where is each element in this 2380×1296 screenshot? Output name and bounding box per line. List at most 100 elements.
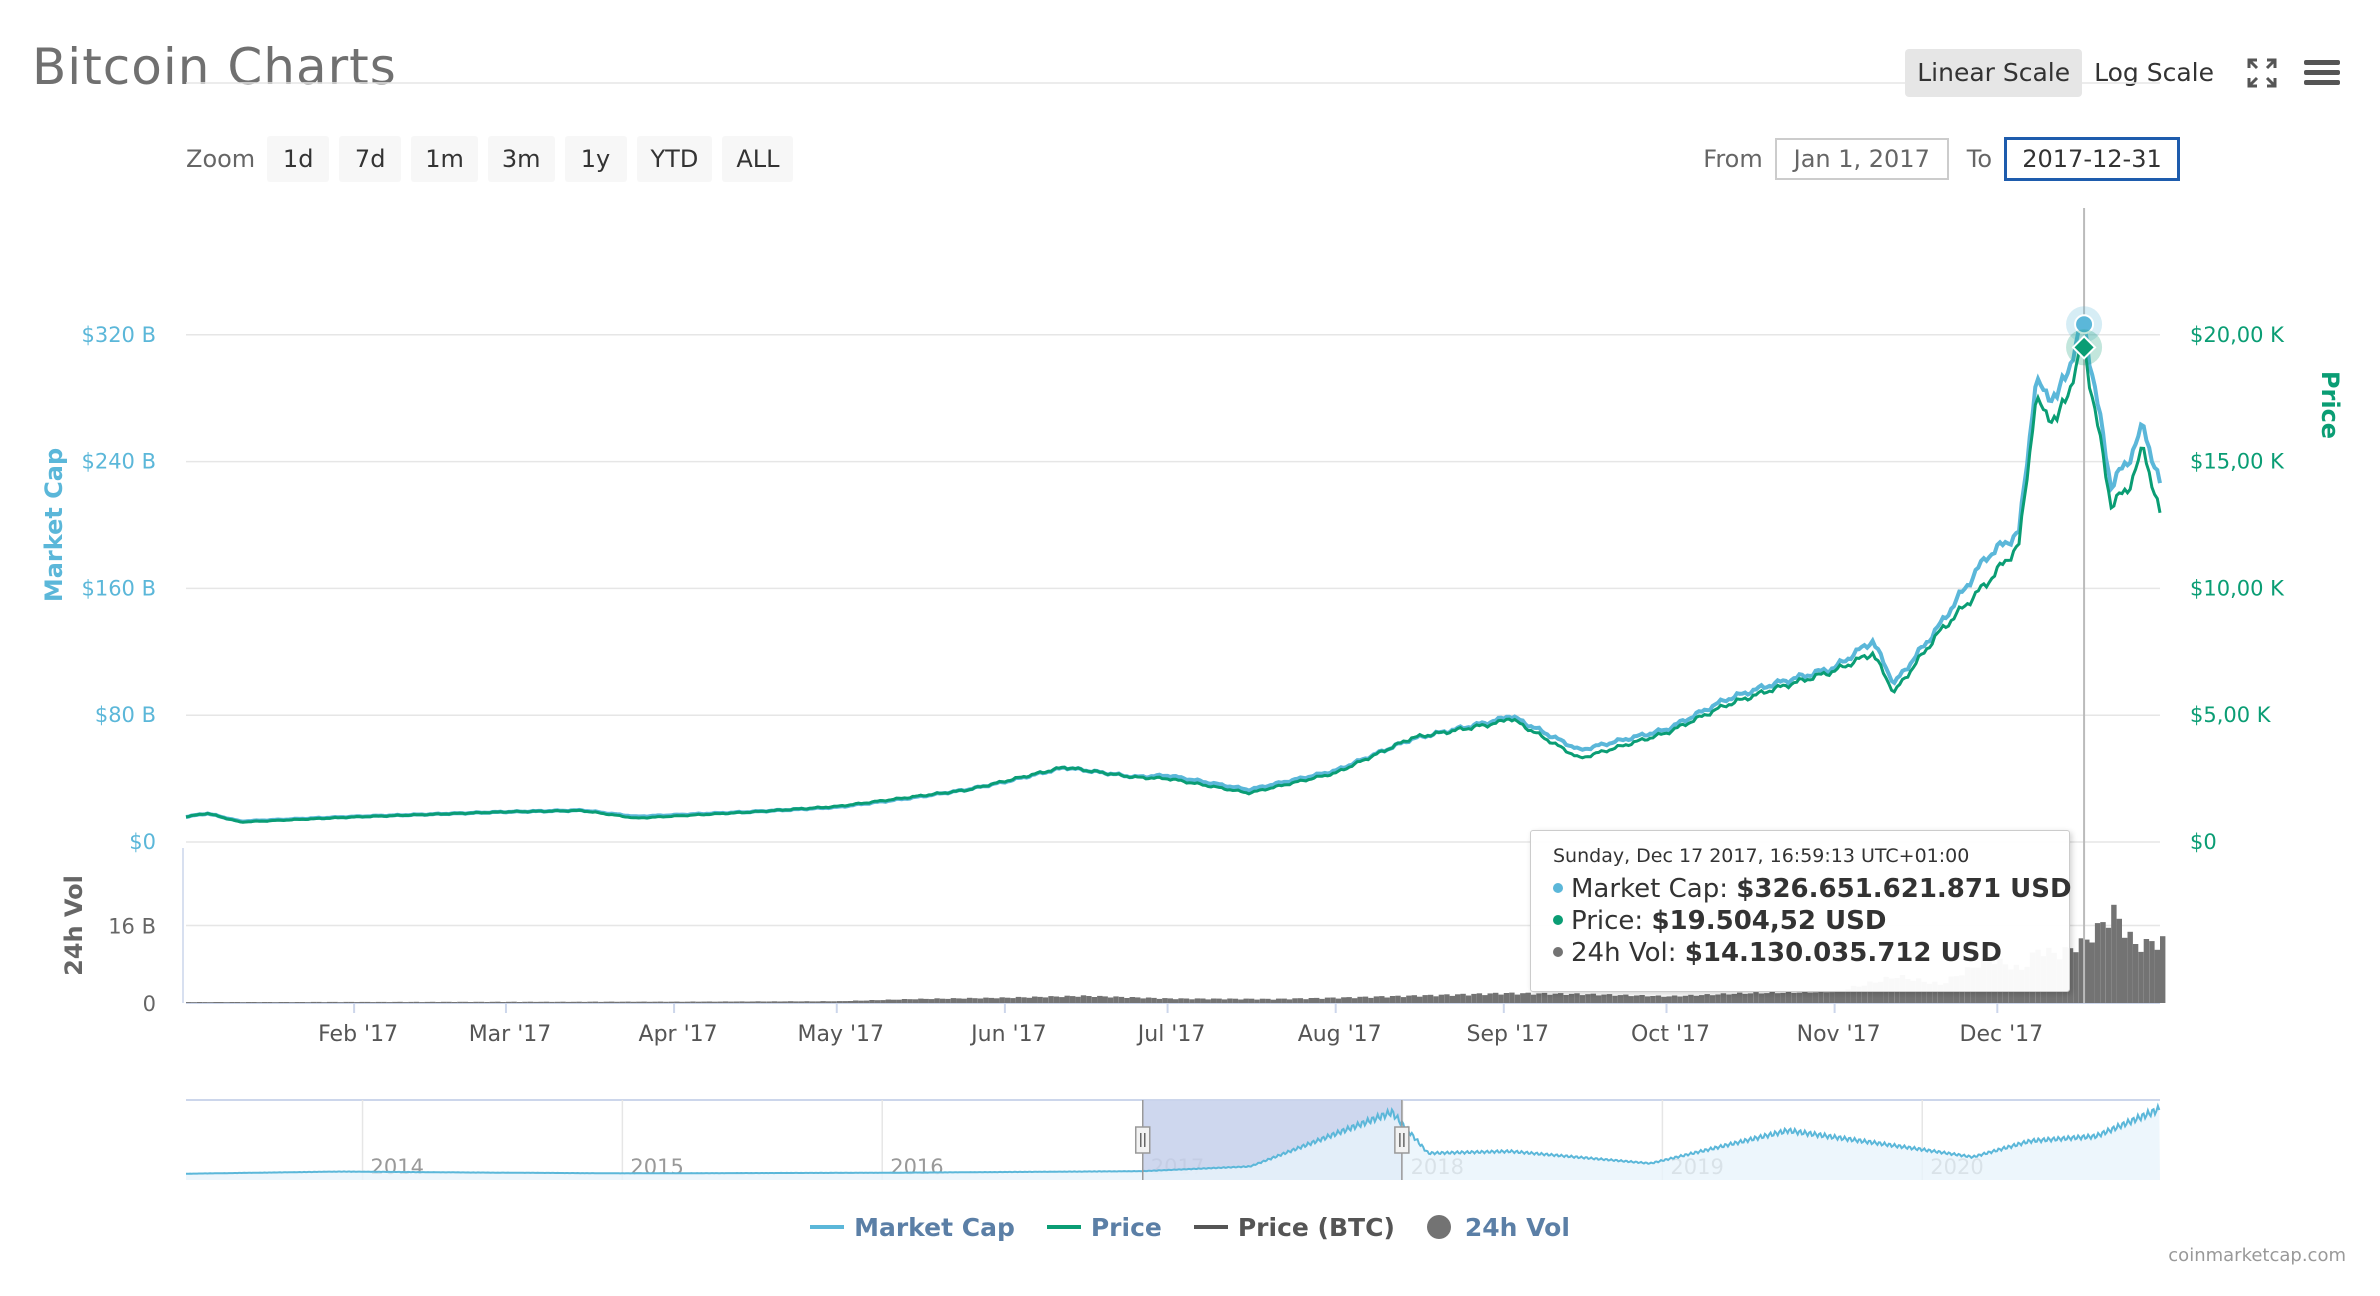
volume-bar bbox=[1238, 999, 1244, 1003]
volume-bar bbox=[500, 1002, 506, 1003]
volume-axis-tick-label: 16 B bbox=[108, 915, 156, 939]
legend-24h-vol-label: 24h Vol bbox=[1464, 1212, 1570, 1242]
volume-bar bbox=[489, 1001, 496, 1003]
hamburger-menu-icon[interactable] bbox=[2298, 49, 2346, 97]
volume-bar bbox=[820, 1001, 826, 1003]
volume-bar bbox=[511, 1001, 517, 1003]
volume-bar bbox=[1362, 996, 1369, 1003]
volume-bar bbox=[1758, 993, 1765, 1003]
volume-bar bbox=[2143, 939, 2150, 1003]
volume-bar bbox=[2105, 927, 2112, 1003]
volume-bar bbox=[440, 1001, 447, 1003]
to-date-input[interactable] bbox=[2004, 137, 2180, 181]
volume-bar bbox=[1357, 996, 1363, 1003]
volume-bar bbox=[527, 1001, 534, 1003]
volume-bar bbox=[750, 1001, 756, 1003]
x-axis-tick-label: Dec '17 bbox=[1960, 1022, 2044, 1047]
volume-bar bbox=[451, 1002, 458, 1003]
market-cap-marker bbox=[2074, 314, 2095, 335]
volume-bar bbox=[1764, 993, 1770, 1003]
volume-bar bbox=[1742, 993, 1748, 1003]
zoom-1d-button[interactable]: 1d bbox=[267, 136, 330, 182]
volume-bar bbox=[1601, 994, 1607, 1003]
zoom-1y-button[interactable]: 1y bbox=[564, 136, 627, 182]
volume-bar bbox=[929, 999, 935, 1003]
volume-bar bbox=[576, 1001, 582, 1003]
zoom-ytd-button[interactable]: YTD bbox=[636, 136, 713, 182]
volume-bar bbox=[901, 999, 908, 1003]
volume-bar bbox=[1623, 994, 1629, 1003]
volume-bar bbox=[684, 1001, 691, 1003]
volume-bar bbox=[1802, 991, 1808, 1003]
date-range-controls: From To bbox=[1685, 135, 2180, 183]
volume-bar bbox=[1639, 995, 1645, 1003]
volume-bar bbox=[1259, 998, 1266, 1003]
volume-bar bbox=[1574, 993, 1580, 1003]
x-axis-tick-label: Aug '17 bbox=[1298, 1022, 1382, 1047]
zoom-all-button[interactable]: ALL bbox=[722, 136, 794, 182]
volume-bar bbox=[1281, 998, 1287, 1003]
from-date-input[interactable] bbox=[1774, 138, 1949, 180]
volume-bar bbox=[994, 998, 1000, 1003]
volume-bar bbox=[1579, 995, 1586, 1003]
right-axis-title: Price bbox=[2316, 371, 2344, 439]
zoom-1m-button[interactable]: 1m bbox=[411, 136, 478, 182]
volume-bar bbox=[1514, 994, 1521, 1003]
volume-bar bbox=[1037, 996, 1043, 1003]
volume-bar bbox=[446, 1001, 452, 1003]
navigator-right-handle[interactable] bbox=[1394, 1100, 1410, 1180]
volume-bar bbox=[1417, 996, 1423, 1003]
left-axis-tick-label: $0 bbox=[129, 830, 156, 854]
zoom-3m-button[interactable]: 3m bbox=[487, 136, 555, 182]
left-axis-tick-label: $240 B bbox=[81, 450, 156, 474]
volume-bar bbox=[950, 998, 957, 1003]
volume-bar bbox=[1520, 993, 1526, 1003]
volume-bar bbox=[1064, 995, 1070, 1003]
fullscreen-icon[interactable] bbox=[2238, 49, 2286, 97]
zoom-controls: Zoom 1d 7d 1m 3m 1y YTD ALL bbox=[186, 135, 803, 183]
volume-bar bbox=[1194, 998, 1201, 1003]
volume-bar bbox=[1715, 994, 1721, 1003]
volume-bar bbox=[1823, 992, 1830, 1003]
volume-bar bbox=[1780, 992, 1786, 1003]
volume-bar bbox=[712, 1001, 718, 1003]
navigator-left-handle[interactable] bbox=[1134, 1100, 1151, 1180]
tooltip-volume-value: $14.130.035.712 USD bbox=[1684, 938, 2002, 968]
volume-bar bbox=[1379, 996, 1385, 1003]
volume-bar bbox=[668, 1001, 675, 1003]
volume-bar bbox=[592, 1001, 599, 1003]
legend-24h-vol[interactable]: 24h Vol bbox=[1426, 1212, 1570, 1242]
volume-bar bbox=[1173, 999, 1179, 1003]
credits-link[interactable]: coinmarketcap.com bbox=[2168, 1245, 2346, 1266]
legend-market-cap[interactable]: Market Cap bbox=[810, 1213, 1015, 1242]
price-marker bbox=[2071, 334, 2097, 360]
volume-bar bbox=[1145, 997, 1152, 1003]
zoom-7d-button[interactable]: 7d bbox=[339, 136, 402, 182]
volume-bar bbox=[1769, 991, 1775, 1003]
volume-bar bbox=[1303, 999, 1309, 1003]
volume-bar bbox=[354, 1002, 360, 1003]
tooltip-market-cap-label: Market Cap: bbox=[1571, 874, 1728, 904]
volume-bar bbox=[1487, 993, 1493, 1003]
volume-bar bbox=[1932, 981, 1938, 1003]
volume-bar bbox=[202, 1002, 208, 1003]
volume-bar bbox=[495, 1001, 501, 1003]
volume-bar bbox=[1655, 995, 1662, 1003]
linear-scale-button[interactable]: Linear Scale bbox=[1905, 49, 2083, 97]
volume-bar bbox=[240, 1002, 246, 1003]
volume-bar bbox=[874, 1000, 881, 1003]
legend-price-btc[interactable]: Price (BTC) bbox=[1193, 1213, 1395, 1242]
volume-bar bbox=[413, 1001, 420, 1003]
volume-bar bbox=[836, 1001, 843, 1003]
volume-bar bbox=[207, 1002, 214, 1003]
market-cap-line bbox=[185, 320, 2162, 824]
log-scale-button[interactable]: Log Scale bbox=[2094, 58, 2214, 87]
legend-price[interactable]: Price bbox=[1046, 1213, 1162, 1242]
right-axis-tick-label: $0 bbox=[2190, 830, 2217, 854]
x-axis-tick-label: Jul '17 bbox=[1136, 1022, 1206, 1047]
volume-bar bbox=[1840, 990, 1846, 1003]
volume-bar bbox=[522, 1001, 528, 1003]
volume-bar bbox=[804, 1001, 810, 1003]
volume-bar bbox=[1243, 998, 1249, 1003]
